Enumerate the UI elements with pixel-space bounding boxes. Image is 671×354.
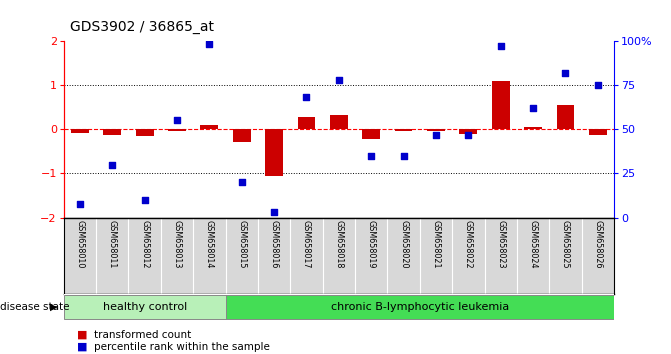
Point: [560, 70, 571, 75]
Text: transformed count: transformed count: [94, 330, 191, 339]
Point: [463, 132, 474, 137]
Bar: [233, 129, 251, 142]
Text: GSM658018: GSM658018: [334, 220, 344, 268]
Text: ▶: ▶: [50, 302, 57, 312]
Bar: [460, 129, 477, 133]
Point: [333, 77, 344, 82]
Bar: [225, 295, 614, 319]
Point: [204, 41, 215, 47]
Text: GSM658016: GSM658016: [270, 220, 278, 268]
Point: [527, 105, 538, 111]
Bar: [362, 129, 380, 139]
Bar: [265, 129, 283, 176]
Point: [172, 118, 183, 123]
Text: GSM658010: GSM658010: [75, 220, 85, 268]
Point: [74, 201, 85, 206]
Text: GSM658025: GSM658025: [561, 220, 570, 269]
Point: [398, 153, 409, 159]
Text: GSM658011: GSM658011: [108, 220, 117, 268]
Text: GSM658023: GSM658023: [496, 220, 505, 268]
Text: ■: ■: [77, 330, 88, 339]
Point: [140, 197, 150, 203]
Text: chronic B-lymphocytic leukemia: chronic B-lymphocytic leukemia: [331, 302, 509, 312]
Bar: [168, 129, 186, 131]
Text: GSM658017: GSM658017: [302, 220, 311, 268]
Bar: [71, 129, 89, 133]
Text: GDS3902 / 36865_at: GDS3902 / 36865_at: [70, 19, 215, 34]
Bar: [201, 125, 218, 129]
Bar: [589, 129, 607, 135]
Text: percentile rank within the sample: percentile rank within the sample: [94, 342, 270, 352]
Point: [495, 43, 506, 49]
Point: [236, 179, 247, 185]
Text: GSM658020: GSM658020: [399, 220, 408, 268]
Point: [269, 210, 280, 215]
Text: GSM658026: GSM658026: [593, 220, 603, 268]
Text: GSM658014: GSM658014: [205, 220, 214, 268]
Point: [366, 153, 376, 159]
Bar: [492, 81, 509, 129]
Bar: [524, 127, 542, 129]
Point: [301, 95, 312, 100]
Bar: [103, 129, 121, 135]
Text: GSM658012: GSM658012: [140, 220, 149, 268]
Text: GSM658022: GSM658022: [464, 220, 473, 269]
Bar: [556, 105, 574, 129]
Text: GSM658013: GSM658013: [172, 220, 182, 268]
Text: GSM658021: GSM658021: [431, 220, 440, 268]
Bar: [427, 129, 445, 131]
Text: GSM658024: GSM658024: [529, 220, 537, 268]
Text: GSM658015: GSM658015: [238, 220, 246, 268]
Bar: [136, 129, 154, 136]
Point: [107, 162, 117, 167]
Bar: [395, 129, 413, 131]
Point: [431, 132, 442, 137]
Point: [592, 82, 603, 88]
Text: healthy control: healthy control: [103, 302, 187, 312]
Text: GSM658019: GSM658019: [367, 220, 376, 268]
Text: disease state: disease state: [0, 302, 70, 312]
Bar: [64, 295, 225, 319]
Bar: [298, 117, 315, 129]
Bar: [330, 115, 348, 129]
Text: ■: ■: [77, 342, 88, 352]
